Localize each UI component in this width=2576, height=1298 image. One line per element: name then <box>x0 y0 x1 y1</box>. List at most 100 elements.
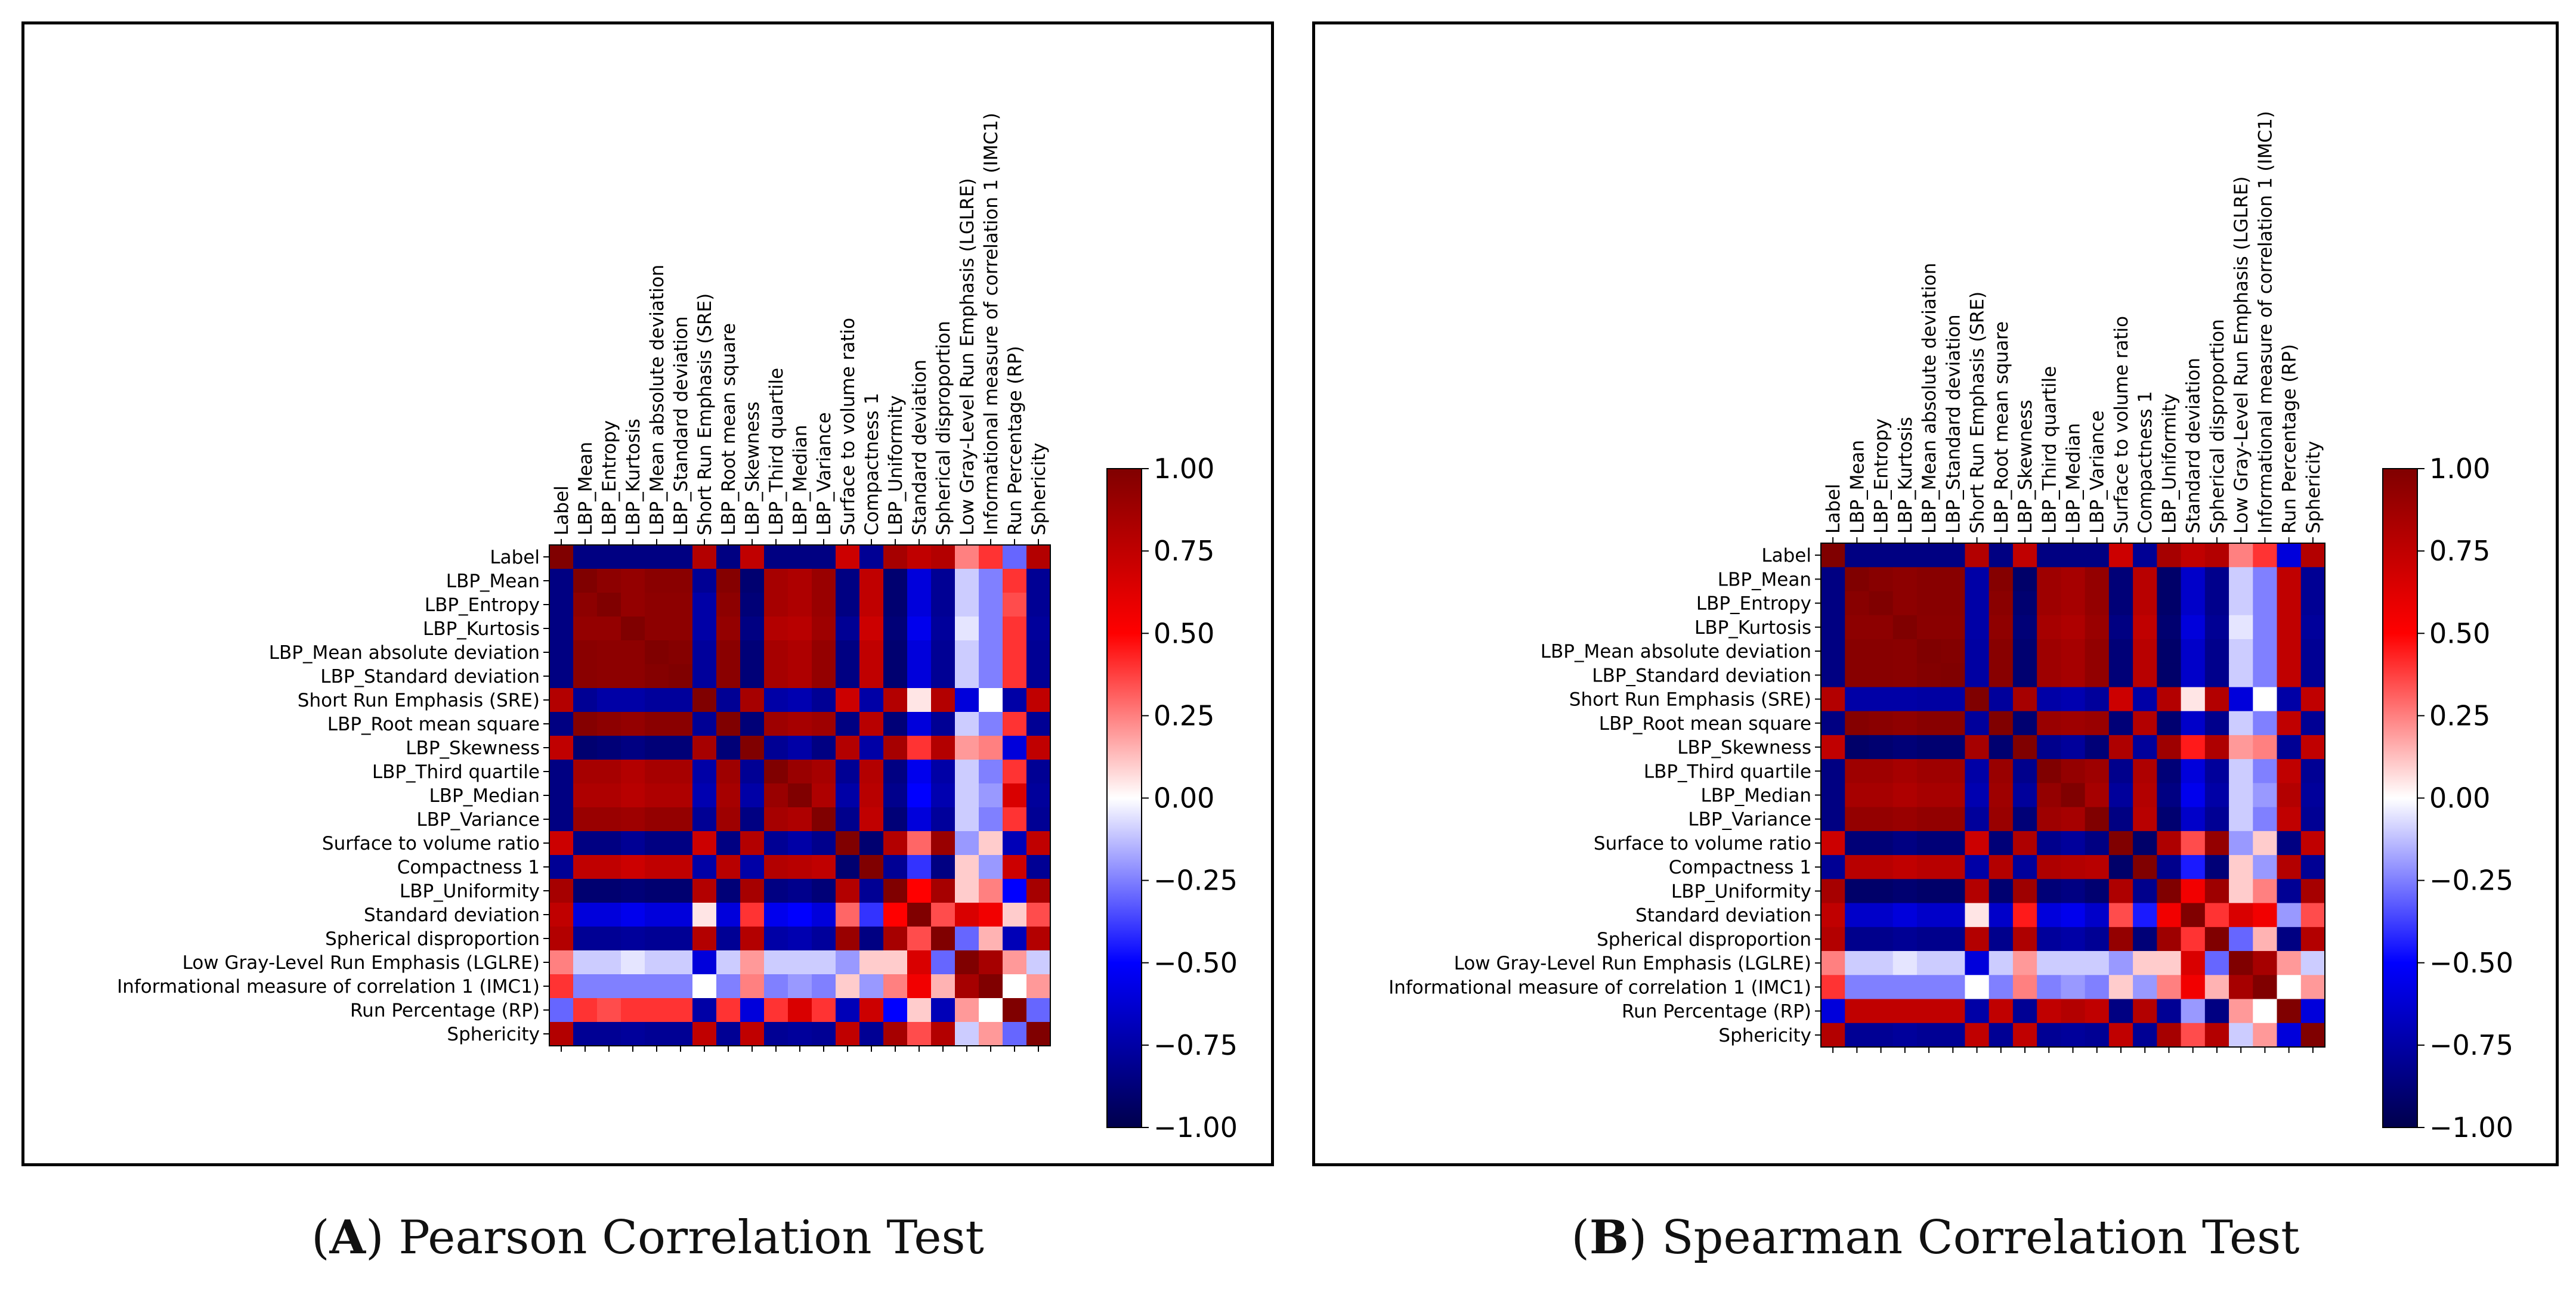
spearman-cell <box>2108 687 2133 712</box>
pearson-cell <box>1026 807 1051 832</box>
pearson-cell <box>716 688 741 712</box>
pearson-cell <box>716 998 741 1023</box>
pearson-cell <box>573 736 598 760</box>
spearman-cell <box>2012 591 2037 616</box>
spearman-cell <box>1845 783 1870 808</box>
spearman-cell <box>2300 807 2325 832</box>
pearson-col-label: LBP_Standard deviation <box>670 316 692 535</box>
pearson-cell <box>573 903 598 927</box>
spearman-cell <box>1845 639 1870 664</box>
spearman-cell <box>1989 735 2014 760</box>
spearman-cell <box>1892 615 1918 640</box>
pearson-cell <box>621 688 645 712</box>
pearson-cell <box>597 1022 621 1046</box>
spearman-cell <box>2061 711 2086 736</box>
spearman-cell <box>1869 903 1894 928</box>
pearson-cell <box>573 688 598 712</box>
pearson-cell <box>764 950 788 975</box>
spearman-cell <box>2133 759 2157 783</box>
pearson-cell <box>883 640 908 665</box>
pearson-cell <box>716 950 741 975</box>
spearman-cell <box>1989 951 2014 975</box>
spearman-cell <box>2157 591 2182 616</box>
spearman-cell <box>2300 735 2325 760</box>
pearson-cell <box>907 1022 932 1046</box>
spearman-cell <box>2229 1023 2253 1048</box>
spearman-cell <box>1916 879 1941 904</box>
pearson-cell <box>549 927 574 951</box>
pearson-cell <box>692 688 717 712</box>
pearson-cell <box>1026 688 1051 712</box>
pearson-cell <box>979 712 1003 736</box>
spearman-cell <box>2012 855 2037 879</box>
spearman-cell <box>2181 807 2206 832</box>
pearson-cell <box>788 617 812 641</box>
spearman-cell <box>2108 1023 2133 1048</box>
pearson-cell <box>597 664 621 689</box>
pearson-cell <box>836 736 860 760</box>
spearman-cell <box>1821 951 1845 975</box>
pearson-cell <box>955 760 979 784</box>
spearman-cell <box>1916 639 1941 664</box>
spearman-cell <box>2204 663 2229 688</box>
spearman-cell <box>2300 567 2325 592</box>
spearman-cell <box>2204 567 2229 592</box>
spearman-col-label: Sphericity <box>2303 441 2324 534</box>
spearman-cell <box>2204 711 2229 736</box>
pearson-cell <box>1026 736 1051 760</box>
spearman-cell <box>2253 855 2278 879</box>
spearman-cell <box>2181 735 2206 760</box>
pearson-cell <box>883 903 908 927</box>
spearman-cell <box>1916 855 1941 879</box>
spearman-cell <box>1869 615 1894 640</box>
spearman-cell <box>1845 591 1870 616</box>
pearson-cell <box>621 712 645 736</box>
spearman-cell <box>1869 951 1894 975</box>
pearson-cell <box>740 783 765 808</box>
pearson-cell <box>597 545 621 569</box>
spearman-row-label: LBP_Entropy <box>1696 593 1811 615</box>
spearman-cell <box>2012 999 2037 1024</box>
spearman-cell <box>2133 711 2157 736</box>
spearman-cell <box>2061 831 2086 856</box>
pearson-cell <box>931 736 955 760</box>
spearman-cell <box>2108 783 2133 808</box>
pearson-cell <box>645 879 669 903</box>
pearson-cell <box>645 760 669 784</box>
spearman-col-label: LBP_Mean <box>1847 440 1868 534</box>
pearson-cell <box>645 855 669 879</box>
pearson-cell <box>812 1022 836 1046</box>
spearman-cell <box>2229 711 2253 736</box>
spearman-cell <box>2085 879 2110 904</box>
pearson-cell <box>740 879 765 903</box>
pearson-cell <box>621 998 645 1023</box>
pearson-cell <box>955 807 979 832</box>
spearman-cell <box>1916 615 1941 640</box>
spearman-cell <box>1941 975 1966 1000</box>
spearman-cell <box>1989 783 2014 808</box>
pearson-cell <box>692 879 717 903</box>
pearson-cell <box>836 1022 860 1046</box>
spearman-cell <box>2300 879 2325 904</box>
caption-a-letter: A <box>329 1210 366 1265</box>
spearman-cell <box>2229 975 2253 1000</box>
pearson-col-label: LBP_Median <box>790 425 811 536</box>
spearman-cell <box>2204 735 2229 760</box>
pearson-cell <box>836 950 860 975</box>
spearman-cell <box>1845 855 1870 879</box>
pearson-cell <box>692 1022 717 1046</box>
spearman-cell <box>1916 927 1941 952</box>
spearman-cell <box>2037 1023 2061 1048</box>
pearson-cell <box>645 807 669 832</box>
pearson-cell <box>716 664 741 689</box>
pearson-col-label: LBP_Kurtosis <box>623 419 644 535</box>
pearson-col-label: LBP_Mean <box>575 442 596 535</box>
pearson-cell <box>979 831 1003 856</box>
pearson-cell <box>669 712 693 736</box>
pearson-cell <box>955 640 979 665</box>
pearson-cell <box>907 807 932 832</box>
pearson-cell <box>836 545 860 569</box>
spearman-cell <box>2157 903 2182 928</box>
spearman-cells <box>1821 543 2325 1048</box>
pearson-cell <box>812 688 836 712</box>
